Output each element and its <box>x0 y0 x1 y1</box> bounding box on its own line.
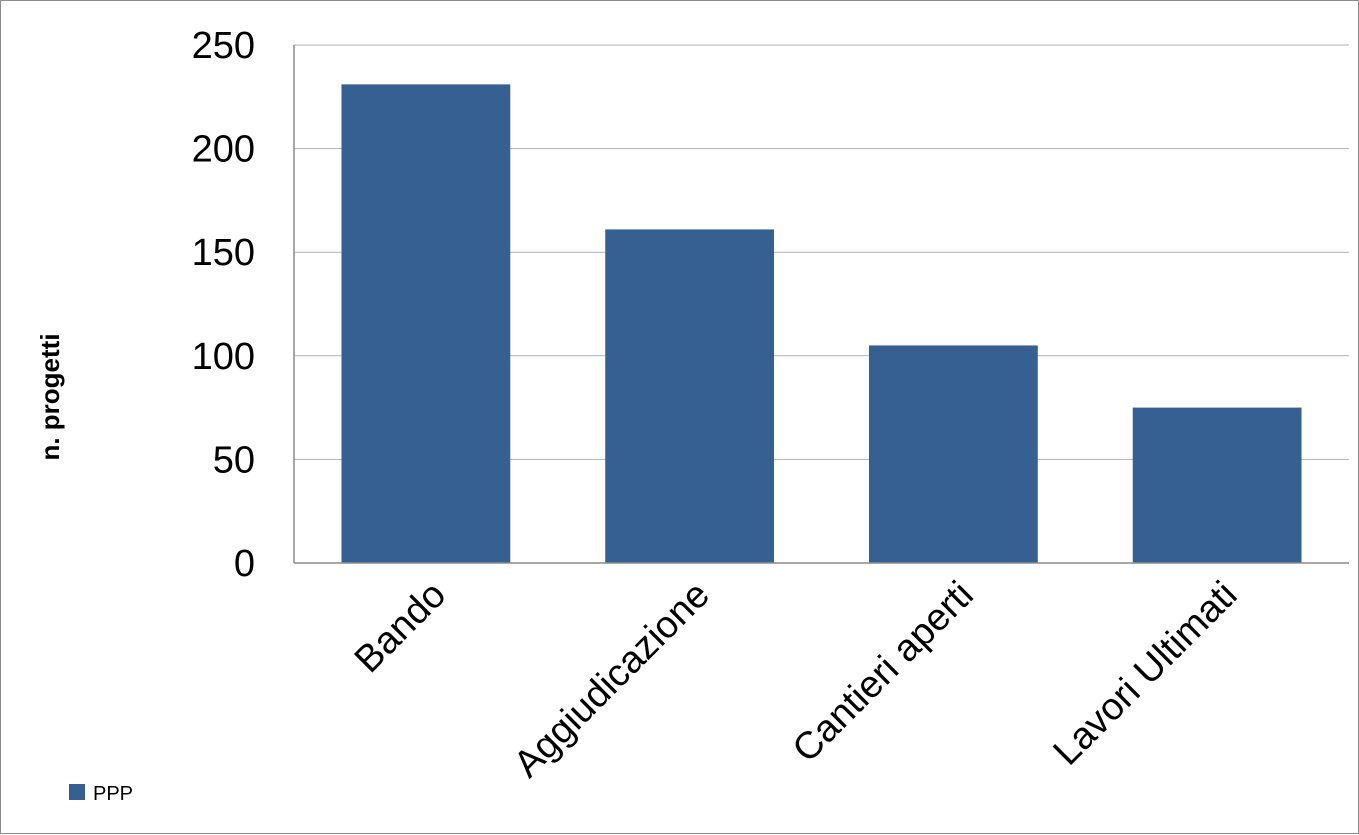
y-axis-title: n. progetti <box>35 333 65 460</box>
bar-lavori-ultimati <box>1132 407 1302 563</box>
bar-cantieri-aperti <box>868 345 1038 563</box>
y-tick-label: 200 <box>192 129 255 171</box>
y-tick-label: 100 <box>192 336 255 378</box>
y-tick-label: 250 <box>192 25 255 67</box>
y-tick-label: 0 <box>234 543 255 585</box>
axes <box>293 45 1349 564</box>
y-tick-labels: 0 50 100 150 200 250 <box>192 25 255 585</box>
x-category-label: Lavori Ultimati <box>1046 574 1246 774</box>
x-category-labels: Bando Aggiudicazione Cantieri aperti Lavori… <box>347 574 1246 786</box>
x-category-label: Cantieri aperti <box>785 574 982 771</box>
bar-aggiudicazione <box>605 229 775 563</box>
legend-swatch-ppp <box>69 784 85 800</box>
x-category-label: Aggiudicazione <box>506 574 718 786</box>
x-category-label: Bando <box>347 574 454 681</box>
bars <box>341 84 1302 564</box>
y-tick-label: 150 <box>192 232 255 274</box>
legend-label-ppp: PPP <box>93 783 133 805</box>
bar-bando <box>341 84 511 564</box>
y-tick-label: 50 <box>213 439 255 481</box>
legend: PPP <box>69 783 133 805</box>
